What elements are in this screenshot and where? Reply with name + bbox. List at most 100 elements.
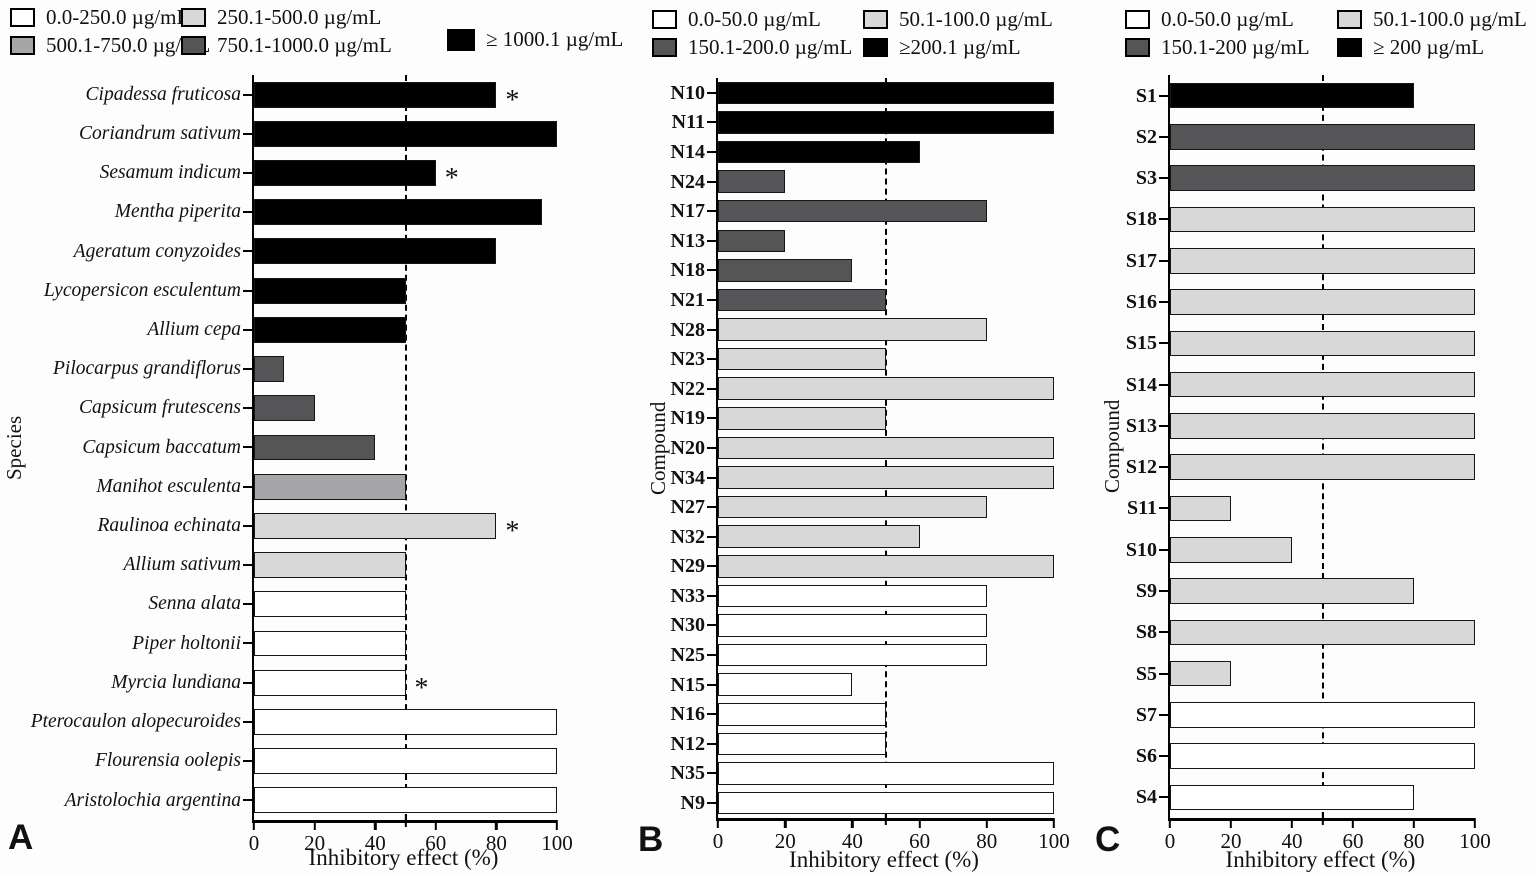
category-label: S5 [1135,662,1157,685]
category-label: Allium cepa [147,319,241,341]
x-axis-a: 0 20 40 60 80 100 [249,814,573,866]
category-label: S10 [1125,538,1157,561]
panel-a-species-extracts-chart: 0.0-250.0 µg/mL 250.1-500.0 µg/mL 500.1-75… [0,0,630,876]
bar [718,170,786,193]
legend-label: ≥ 1000.1 µg/mL [486,27,624,51]
legend-swatch-light_gray [863,10,888,29]
bar [1170,660,1231,687]
legend-label: 0.0-50.0 µg/mL [688,7,821,31]
legend-label: ≥ 200 µg/mL [1373,35,1485,59]
bar [718,377,1054,400]
bar-row: N28 [671,315,1054,345]
y-tick-mark [707,91,716,94]
category-label: Piper holtonii [132,632,241,654]
y-tick-mark [243,446,252,449]
bar-row: S18 [1126,199,1475,240]
bar-row: N27 [671,492,1054,522]
category-label: Coriandrum sativum [79,123,241,145]
bar-row: Allium sativum [123,545,557,584]
category-label: Senna alata [148,593,241,615]
x-tick-label: 80 [1403,829,1425,853]
bar-row: Allium cepa [147,310,557,349]
bar-row: Aristolochia argentina [65,781,557,820]
legend-swatch-white [10,8,35,27]
x-tick-mark [985,818,988,828]
x-tick-label: 100 [541,831,573,855]
legend-swatch-black [447,28,475,51]
bar [254,552,406,578]
bar-row: N33 [671,581,1054,611]
legend-item: ≥ 200 µg/mL [1337,35,1527,60]
bar-row: Coriandrum sativum [79,114,557,153]
x-tick-label: 40 [841,829,863,853]
x-tick-mark [313,820,316,830]
bar [1170,330,1475,357]
category-label: N22 [670,377,705,400]
bar [1170,619,1475,646]
legend-label: 50.1-100.0 µg/mL [1373,7,1527,31]
category-label: Flourensia oolepis [94,750,241,772]
bar-row: N20 [671,433,1054,463]
category-label: S3 [1135,167,1157,190]
bar [254,473,406,500]
bar-row: N9 [681,788,1054,818]
y-axis-label-compound-c: Compound [1100,399,1124,494]
bar [1170,371,1475,398]
bar-row: S7 [1136,694,1475,735]
bar-row: S5 [1136,653,1475,694]
y-axis-label-species: Species [2,415,26,480]
y-tick-mark [243,132,252,135]
y-tick-mark [707,742,716,745]
legend-swatch-black [863,38,888,57]
bar-row: N21 [671,285,1054,315]
bar [718,555,1054,578]
bar-row: S15 [1126,323,1475,364]
category-label: Raulinoa echinata [97,515,241,537]
bar-row: Capsicum baccatum [82,428,557,467]
legend-label: ≥200.1 µg/mL [899,35,1021,59]
category-label: N15 [670,673,705,696]
category-label: Lycopersicon esculentum [43,279,241,301]
bar [718,407,886,430]
bar-row: Sesamum indicum * [100,153,557,193]
y-tick-mark [243,172,252,174]
y-tick-mark [243,93,252,96]
bar-row: S1 [1136,75,1475,116]
category-label: Capsicum frutescens [79,397,241,419]
y-tick-mark [1159,548,1168,551]
bar-rows-b: N10 N11 N14 N24 N17 N13 N18 N21 N28 N23 N22 N19 N20 N… [671,78,1054,818]
x-tick-label: 80 [485,831,507,855]
x-tick-label: 80 [976,829,998,853]
bar [254,591,406,618]
y-tick-mark [707,506,716,509]
x-tick-mark [851,818,854,828]
x-tick-mark [1168,818,1172,828]
category-label: S11 [1126,497,1157,520]
x-axis-label-c: Inhibitory effect (%) [1225,847,1416,872]
y-tick-mark [1159,466,1168,469]
category-label: Capsicum baccatum [82,436,241,458]
threshold-dashed-line-50 [404,75,407,820]
bar-row: Manihot esculenta [96,467,557,506]
x-tick-mark [1412,818,1416,828]
bar-row: Cipadessa fruticosa * [86,75,557,114]
y-tick-mark [1159,672,1168,675]
panel-letter-a: A [8,818,34,857]
bar-row: S4 [1136,777,1475,818]
legend-label: 50.1-100.0 µg/mL [899,7,1053,31]
y-tick-mark [1159,218,1168,221]
y-tick-mark [707,476,716,479]
y-tick-mark [1159,631,1168,634]
y-tick-mark [1159,301,1168,304]
bar-row: N34 [671,463,1054,493]
x-tick-mark [1351,818,1355,828]
category-label: N16 [670,703,705,726]
bar-row: N32 [671,522,1054,552]
bar-row: S12 [1126,447,1475,488]
category-label: N18 [670,259,705,282]
bar [1170,454,1475,480]
y-tick-mark [707,565,716,568]
legend-swatch-white [1125,10,1150,29]
x-tick-label: 60 [425,831,447,855]
